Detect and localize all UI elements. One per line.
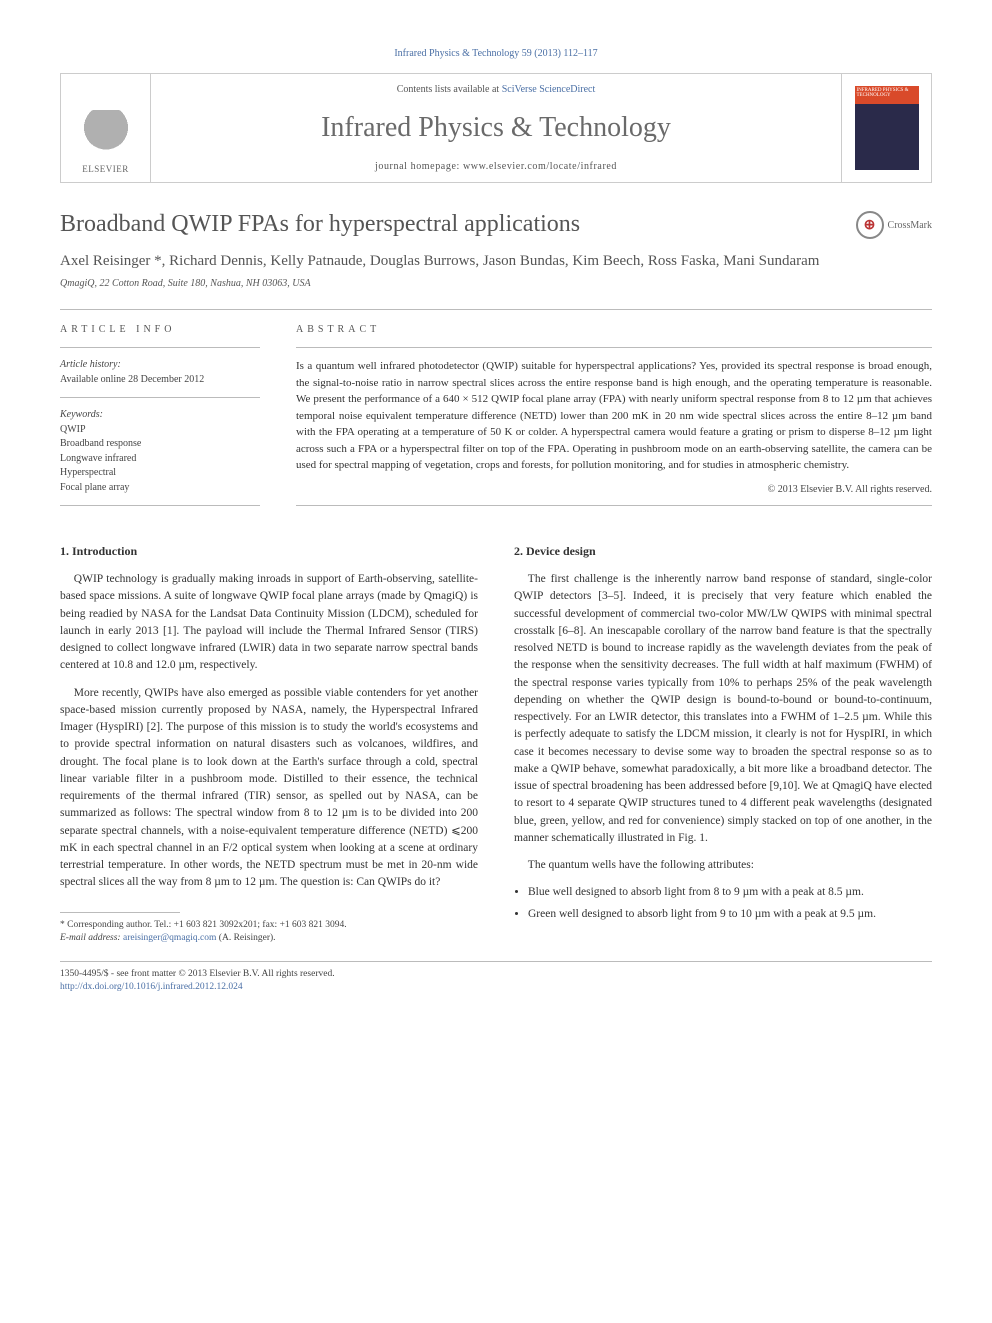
keyword-item: Broadband response (60, 437, 260, 452)
homepage-url[interactable]: www.elsevier.com/locate/infrared (463, 161, 617, 172)
section-1-heading: 1. Introduction (60, 544, 478, 559)
body-column-left: 1. Introduction QWIP technology is gradu… (60, 544, 478, 945)
abstract-label: ABSTRACT (296, 324, 932, 335)
article-info-label: ARTICLE INFO (60, 324, 260, 335)
divider-top (60, 309, 932, 310)
journal-name: Infrared Physics & Technology (159, 112, 833, 144)
keyword-item: Longwave infrared (60, 452, 260, 467)
info-divider-2 (60, 397, 260, 398)
keywords-head: Keywords: (60, 408, 260, 423)
elsevier-tree-icon (81, 110, 131, 160)
section-1-p2: More recently, QWIPs have also emerged a… (60, 685, 478, 892)
corresponding-author-footnote: * Corresponding author. Tel.: +1 603 821… (60, 919, 478, 946)
footnote-email-label: E-mail address: (60, 933, 121, 943)
footnote-corr: * Corresponding author. Tel.: +1 603 821… (60, 919, 478, 932)
article-info-column: ARTICLE INFO Article history: Available … (60, 324, 260, 516)
journal-cover-thumb: INFRARED PHYSICS & TECHNOLOGY (855, 86, 919, 170)
front-matter-footer: 1350-4495/$ - see front matter © 2013 El… (60, 961, 932, 995)
footnote-email-suffix: (A. Reisinger). (216, 933, 275, 943)
keyword-item: QWIP (60, 423, 260, 438)
abstract-divider-bottom (296, 505, 932, 506)
sciencedirect-link[interactable]: SciVerse ScienceDirect (502, 84, 596, 95)
affiliation: QmagiQ, 22 Cotton Road, Suite 180, Nashu… (60, 278, 932, 289)
article-history-line: Available online 28 December 2012 (60, 373, 260, 388)
abstract-text: Is a quantum well infrared photodetector… (296, 358, 932, 474)
contents-prefix: Contents lists available at (397, 84, 502, 95)
section-1-p1: QWIP technology is gradually making inro… (60, 571, 478, 675)
abstract-copyright: © 2013 Elsevier B.V. All rights reserved… (296, 484, 932, 495)
publisher-label: ELSEVIER (82, 164, 129, 174)
publisher-logo-block: ELSEVIER (61, 74, 151, 182)
info-divider-1 (60, 347, 260, 348)
section-2-p1: The first challenge is the inherently na… (514, 571, 932, 847)
crossmark-badge[interactable]: ⊕ CrossMark (856, 211, 932, 239)
bullet-item: Blue well designed to absorb light from … (528, 884, 932, 901)
abstract-divider-top (296, 347, 932, 348)
doi-link[interactable]: http://dx.doi.org/10.1016/j.infrared.201… (60, 982, 243, 992)
author-list: Axel Reisinger *, Richard Dennis, Kelly … (60, 251, 932, 272)
footnote-email-link[interactable]: areisinger@qmagiq.com (123, 933, 216, 943)
journal-header: ELSEVIER Contents lists available at Sci… (60, 73, 932, 183)
info-divider-3 (60, 505, 260, 506)
section-2-p2: The quantum wells have the following att… (514, 857, 932, 874)
top-citation: Infrared Physics & Technology 59 (2013) … (60, 48, 932, 59)
contents-lists-line: Contents lists available at SciVerse Sci… (159, 84, 833, 95)
front-matter-line: 1350-4495/$ - see front matter © 2013 El… (60, 968, 932, 981)
abstract-column: ABSTRACT Is a quantum well infrared phot… (296, 324, 932, 516)
homepage-prefix: journal homepage: (375, 161, 463, 172)
keyword-item: Hyperspectral (60, 466, 260, 481)
body-column-right: 2. Device design The first challenge is … (514, 544, 932, 945)
crossmark-icon: ⊕ (856, 211, 884, 239)
section-2-heading: 2. Device design (514, 544, 932, 559)
journal-cover-block: INFRARED PHYSICS & TECHNOLOGY (841, 74, 931, 182)
crossmark-label: CrossMark (888, 220, 932, 231)
article-history-head: Article history: (60, 358, 260, 373)
journal-homepage-line: journal homepage: www.elsevier.com/locat… (159, 161, 833, 172)
bullet-item: Green well designed to absorb light from… (528, 906, 932, 923)
footnote-separator (60, 912, 180, 913)
keyword-item: Focal plane array (60, 481, 260, 496)
article-title: Broadband QWIP FPAs for hyperspectral ap… (60, 211, 580, 238)
